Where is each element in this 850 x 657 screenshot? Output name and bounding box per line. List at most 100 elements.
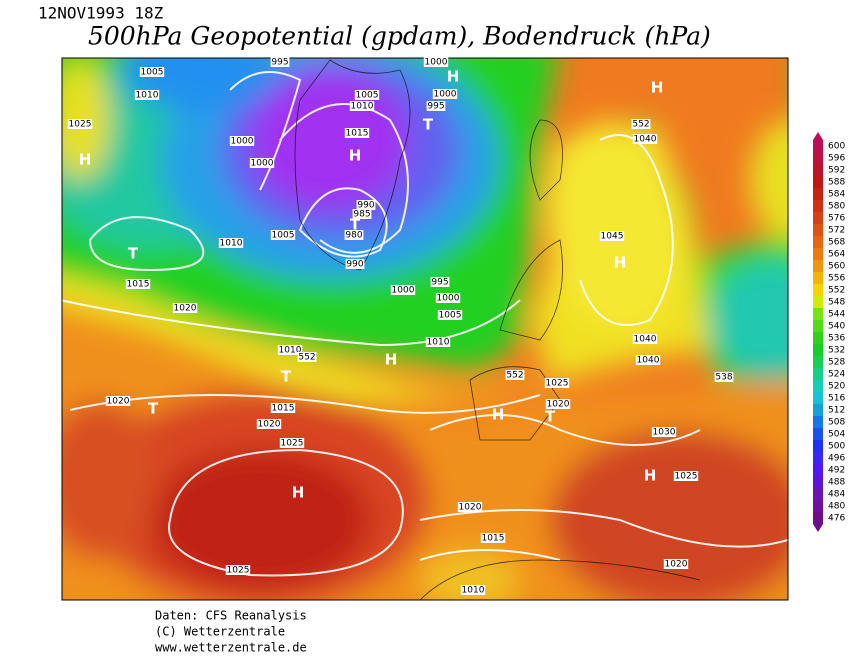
- colorbar-label: 496: [828, 454, 845, 464]
- colorbar-label: 516: [828, 394, 845, 404]
- colorbar-label: 512: [828, 406, 845, 416]
- pressure-center: T: [128, 245, 139, 263]
- colorbar-label: 552: [828, 286, 845, 296]
- isobar-label-bg: [423, 57, 449, 67]
- colorbar-arrow: [813, 132, 823, 140]
- isobar-label-bg: [256, 419, 282, 429]
- colorbar-label: 484: [828, 490, 845, 500]
- isobar-label: 1010: [427, 338, 450, 348]
- isobar-label: 990: [357, 201, 374, 211]
- date: 12NOV1993 18Z: [38, 4, 164, 23]
- isobar-label: 1020: [547, 400, 570, 410]
- isobar-label: 1040: [637, 356, 660, 366]
- colorbar-swatch: [813, 248, 823, 260]
- colorbar-label: 596: [828, 154, 845, 164]
- isobar-label-bg: [432, 89, 458, 99]
- colorbar-swatch: [813, 260, 823, 272]
- colorbar-label: 540: [828, 322, 845, 332]
- colorbar-swatch: [813, 476, 823, 488]
- colorbar-swatch: [813, 428, 823, 440]
- colorbar: 600 596 592 588 584 580 576 572 568 564 560 556 552 5…: [813, 132, 845, 532]
- colorbar-label: 572: [828, 226, 845, 236]
- pressure-center: T: [148, 400, 159, 418]
- isobar-label-bg: [460, 585, 486, 595]
- isobar-label: 538: [715, 373, 732, 383]
- colorbar-label: 568: [828, 238, 845, 248]
- pressure-center: H: [349, 147, 362, 165]
- colorbar-swatch: [813, 152, 823, 164]
- isobar-label-bg: [270, 403, 296, 413]
- isobar-label: 995: [427, 102, 444, 112]
- colorbar-swatch: [813, 164, 823, 176]
- colorbar-swatch: [813, 212, 823, 224]
- isobar-label-bg: [651, 427, 677, 437]
- isobar-label: 1000: [392, 286, 415, 296]
- pressure-center: H: [385, 351, 398, 369]
- isobar-label-bg: [297, 352, 317, 362]
- pressure-center: H: [644, 467, 657, 485]
- isobar-label-bg: [270, 57, 290, 67]
- isobar-label: 552: [506, 371, 523, 381]
- isobar-label-bg: [105, 396, 131, 406]
- isobar-label: 1020: [258, 420, 281, 430]
- isobar-label-bg: [390, 285, 416, 295]
- isobar-label-bg: [356, 200, 376, 210]
- colorbar-swatch: [813, 272, 823, 284]
- isobar-label-bg: [270, 230, 296, 240]
- isobar-label: 1025: [281, 439, 304, 449]
- isobar-label: 1000: [434, 90, 457, 100]
- isobar-label: 1025: [227, 566, 250, 576]
- footer-line: (C) Wetterzentrale: [155, 625, 285, 639]
- isobar-label: 1040: [634, 135, 657, 145]
- colorbar-label: 488: [828, 478, 845, 488]
- colorbar-swatch: [813, 308, 823, 320]
- pressure-center: H: [651, 79, 664, 97]
- isobar-label-bg: [426, 101, 446, 111]
- isobar-label-bg: [632, 334, 658, 344]
- isobar-label-bg: [435, 293, 461, 303]
- colorbar-swatch: [813, 284, 823, 296]
- colorbar-label: 556: [828, 274, 845, 284]
- isobar-label-bg: [344, 230, 364, 240]
- isobar-label: 1010: [136, 91, 159, 101]
- colorbar-label: 592: [828, 166, 845, 176]
- isobar-label: 1020: [665, 560, 688, 570]
- isobar-label: 1010: [220, 239, 243, 249]
- isobar-label: 1000: [425, 58, 448, 68]
- colorbar-label: 576: [828, 214, 845, 224]
- isobar-label-bg: [279, 438, 305, 448]
- colorbar-label: 476: [828, 514, 845, 524]
- isobar-label: 1000: [437, 294, 460, 304]
- isobar-label: 1045: [601, 232, 624, 242]
- colorbar-swatch: [813, 344, 823, 356]
- isobar-label-bg: [430, 277, 450, 287]
- isobar-label: 552: [298, 353, 315, 363]
- isobar-label-bg: [425, 337, 451, 347]
- colorbar-label: 480: [828, 502, 845, 512]
- isobar-label-bg: [354, 90, 380, 100]
- footer-line: Daten: CFS Reanalysis: [155, 609, 307, 623]
- isobar-label: 985: [353, 210, 370, 220]
- colorbar-swatch: [813, 512, 823, 524]
- colorbar-swatch: [813, 392, 823, 404]
- colorbar-label: 524: [828, 370, 845, 380]
- isobar-label: 990: [346, 260, 363, 270]
- isobar-label-bg: [437, 310, 463, 320]
- isobar-label-bg: [635, 355, 661, 365]
- colorbar-swatch: [813, 368, 823, 380]
- isobar-label: 1005: [356, 91, 379, 101]
- isobar-label: 1025: [675, 472, 698, 482]
- colorbar-swatch: [813, 500, 823, 512]
- isobar-label: 1020: [107, 397, 130, 407]
- isobar-label: 1005: [141, 68, 164, 78]
- colorbar-swatch: [813, 236, 823, 248]
- colorbar-label: 492: [828, 466, 845, 476]
- isobar-label-bg: [249, 158, 275, 168]
- isobar-label-bg: [344, 128, 370, 138]
- isobar-label: 1020: [174, 304, 197, 314]
- pressure-center: H: [447, 68, 460, 86]
- isobar-label-bg: [505, 370, 525, 380]
- isobar-label-bg: [714, 372, 734, 382]
- colorbar-swatch: [813, 200, 823, 212]
